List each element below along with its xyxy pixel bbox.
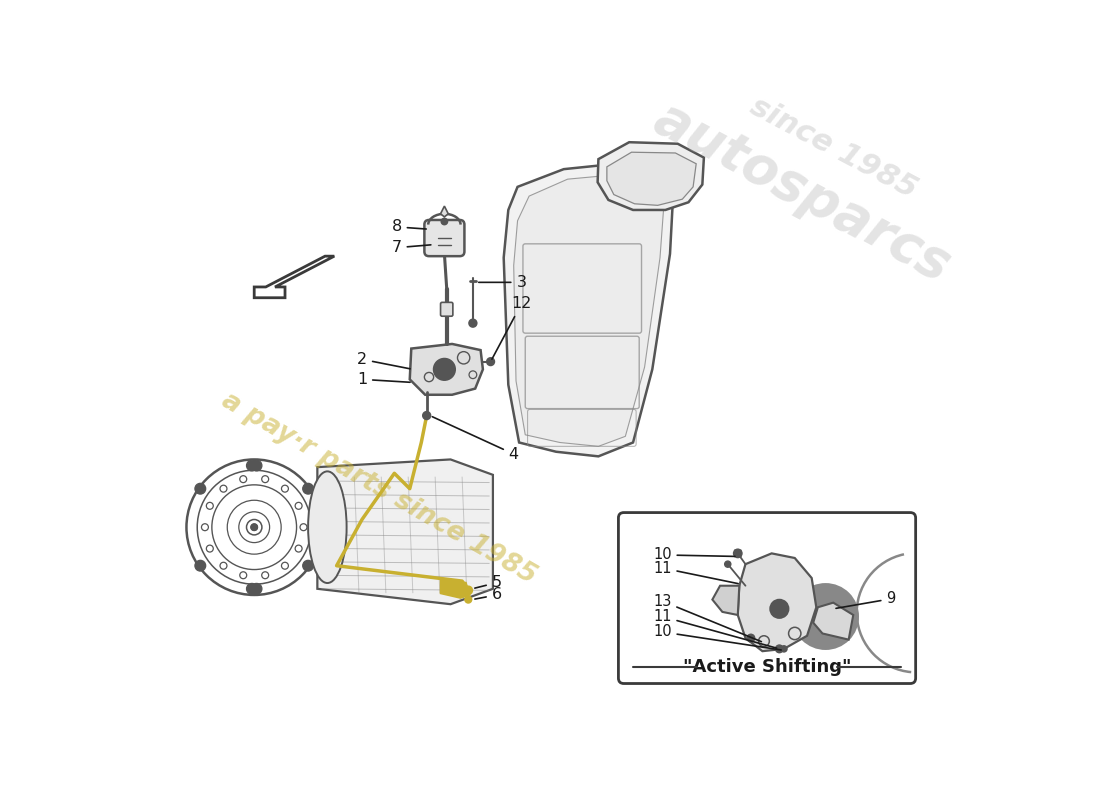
Text: 11: 11 xyxy=(653,609,777,648)
Circle shape xyxy=(781,646,788,652)
Circle shape xyxy=(793,584,858,649)
Text: 2: 2 xyxy=(356,352,410,369)
Text: a pay·r parts since 1985: a pay·r parts since 1985 xyxy=(217,388,541,590)
Circle shape xyxy=(725,561,730,567)
Polygon shape xyxy=(409,344,483,394)
Circle shape xyxy=(251,583,262,594)
Text: since 1985: since 1985 xyxy=(745,92,922,205)
Circle shape xyxy=(465,597,471,602)
Circle shape xyxy=(246,460,257,471)
Text: 1: 1 xyxy=(356,372,410,387)
Text: 11: 11 xyxy=(653,561,738,584)
Text: 13: 13 xyxy=(653,594,761,642)
Circle shape xyxy=(734,549,742,558)
Circle shape xyxy=(246,583,257,594)
Circle shape xyxy=(422,412,430,419)
Polygon shape xyxy=(440,206,449,217)
Ellipse shape xyxy=(308,471,346,583)
Circle shape xyxy=(251,460,262,471)
FancyBboxPatch shape xyxy=(618,513,915,683)
FancyBboxPatch shape xyxy=(425,220,464,256)
Text: 10: 10 xyxy=(653,547,735,562)
Text: 12: 12 xyxy=(492,296,531,359)
Circle shape xyxy=(251,524,257,530)
Circle shape xyxy=(774,604,784,614)
Text: 5: 5 xyxy=(475,575,502,590)
Text: 3: 3 xyxy=(478,275,527,290)
Circle shape xyxy=(302,483,313,494)
Circle shape xyxy=(442,367,447,372)
Polygon shape xyxy=(738,554,816,651)
Circle shape xyxy=(441,218,448,225)
Polygon shape xyxy=(597,142,704,210)
Text: "Active Shifting": "Active Shifting" xyxy=(683,658,851,676)
Text: autosparcs: autosparcs xyxy=(646,92,959,292)
Circle shape xyxy=(195,483,206,494)
Text: 8: 8 xyxy=(392,219,426,234)
Circle shape xyxy=(776,645,783,653)
Polygon shape xyxy=(318,459,493,604)
Polygon shape xyxy=(440,579,470,598)
Text: 4: 4 xyxy=(432,417,519,462)
Circle shape xyxy=(770,599,789,618)
Circle shape xyxy=(302,560,313,571)
Circle shape xyxy=(469,319,476,327)
Circle shape xyxy=(195,560,206,571)
Circle shape xyxy=(438,363,451,375)
Polygon shape xyxy=(713,586,739,615)
Text: 9: 9 xyxy=(836,591,895,608)
Text: 6: 6 xyxy=(475,587,502,602)
Circle shape xyxy=(433,358,455,380)
Polygon shape xyxy=(504,164,673,456)
Circle shape xyxy=(747,634,755,642)
Polygon shape xyxy=(514,174,664,446)
Polygon shape xyxy=(607,152,696,206)
Circle shape xyxy=(486,358,495,366)
FancyBboxPatch shape xyxy=(440,302,453,316)
Polygon shape xyxy=(813,602,854,640)
Text: 7: 7 xyxy=(392,240,431,255)
Text: 10: 10 xyxy=(653,625,781,650)
Circle shape xyxy=(464,586,472,594)
